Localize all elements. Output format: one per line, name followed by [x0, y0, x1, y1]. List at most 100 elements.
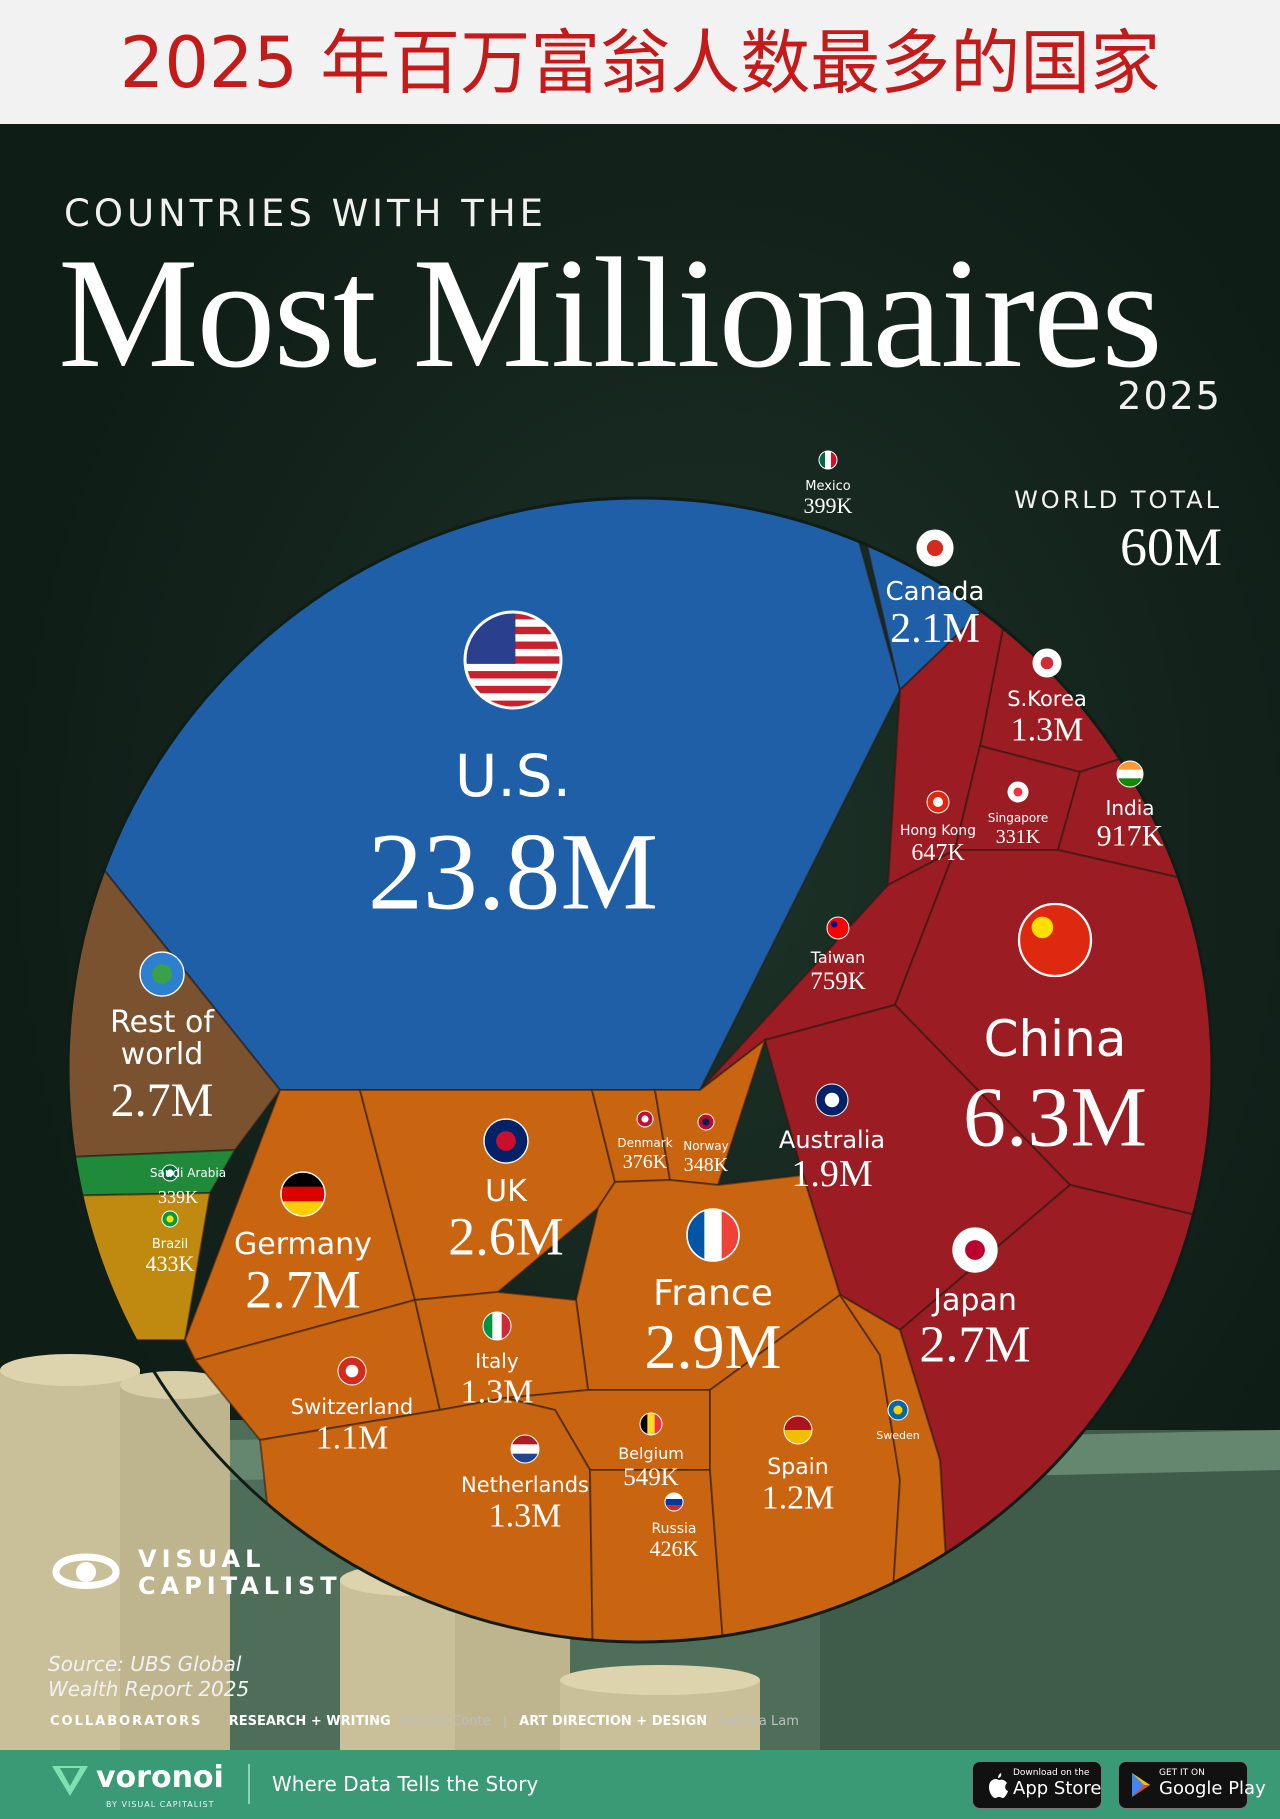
label-netherlands: Netherlands — [461, 1473, 589, 1497]
label-s-korea: S.Korea — [1007, 687, 1087, 711]
cell-norway — [653, 1037, 767, 1187]
label-belgium: Belgium — [618, 1444, 684, 1463]
brazil-flag-icon — [161, 1210, 179, 1228]
label-france: France — [653, 1273, 773, 1314]
banner: 2025 年百万富翁人数最多的国家 — [0, 0, 1280, 124]
cell-sweden — [839, 1294, 962, 1642]
label-hong-kong: Hong Kong — [900, 823, 976, 839]
value-belgium: 549K — [623, 1464, 679, 1491]
spain-flag-icon — [783, 1415, 813, 1445]
label-canada: Canada — [886, 577, 985, 607]
value-saudi-arabia: 339K — [158, 1187, 198, 1207]
value-australia: 1.9M — [791, 1153, 872, 1195]
label-denmark: Denmark — [617, 1136, 672, 1150]
value-uk: 2.6M — [448, 1206, 564, 1266]
google-play-label: Google Play — [1159, 1778, 1266, 1799]
japan-flag-icon — [952, 1227, 998, 1273]
value-denmark: 376K — [623, 1151, 668, 1173]
china-flag-icon — [1017, 902, 1093, 978]
value-russia: 426K — [650, 1536, 699, 1561]
label-china: China — [984, 1010, 1127, 1068]
footer-divider — [248, 1764, 250, 1804]
value-u-s: 23.8M — [368, 811, 658, 933]
india-flag-icon — [1116, 760, 1144, 788]
value-spain: 1.2M — [762, 1479, 835, 1516]
value-india: 917K — [1097, 820, 1164, 853]
value-germany: 2.7M — [245, 1259, 361, 1319]
voronoi-subtitle: BY VISUAL CAPITALIST — [106, 1800, 215, 1809]
value-netherlands: 1.3M — [489, 1497, 562, 1534]
label-sweden: Sweden — [876, 1429, 919, 1442]
canada-flag-icon — [916, 529, 954, 567]
belgium-flag-icon — [639, 1412, 663, 1436]
year-label: 2025 — [1117, 374, 1222, 418]
label-taiwan: Taiwan — [810, 948, 865, 967]
label-uk: UK — [485, 1174, 528, 1209]
app-store-caption: Download on the — [1013, 1768, 1090, 1778]
label-australia: Australia — [779, 1126, 885, 1154]
infographic: COUNTRIES WITH THE Most Millionaires 202… — [0, 124, 1280, 1750]
australia-flag-icon — [815, 1083, 849, 1117]
cell-russia — [588, 1469, 737, 1642]
singapore-flag-icon — [1007, 781, 1029, 803]
credit-separator: | — [502, 1714, 508, 1729]
footer-tagline: Where Data Tells the Story — [272, 1772, 539, 1796]
france-flag-icon — [686, 1208, 740, 1262]
label-rest-of-world-line2: world — [121, 1037, 204, 1072]
switzerland-flag-icon — [337, 1356, 367, 1386]
value-japan: 2.7M — [919, 1316, 1030, 1373]
research-name: Niccolo Conte — [400, 1714, 491, 1729]
label-italy: Italy — [475, 1349, 519, 1373]
google-play-caption: GET IT ON — [1159, 1768, 1205, 1778]
label-japan: Japan — [931, 1283, 1017, 1318]
value-mexico: 399K — [804, 493, 853, 518]
label-norway: Norway — [683, 1139, 729, 1153]
uk-flag-icon — [483, 1118, 529, 1164]
value-hong-kong: 647K — [911, 840, 965, 866]
source-note: Source: UBS Global Wealth Report 2025 — [48, 1652, 250, 1701]
visual-capitalist-mark-icon — [52, 1553, 120, 1589]
google-play-button[interactable]: GET IT ON Google Play — [1118, 1761, 1266, 1809]
voronoi-logo-icon — [52, 1766, 88, 1796]
us-flag-icon — [463, 610, 563, 710]
footer: voronoi BY VISUAL CAPITALIST Where Data … — [0, 1750, 1280, 1819]
world-total-value: 60M — [1119, 517, 1222, 577]
app-store-label: App Store — [1013, 1778, 1102, 1799]
cell-netherlands — [258, 1396, 597, 1642]
research-label: RESEARCH + WRITING — [228, 1714, 391, 1729]
value-china: 6.3M — [963, 1069, 1147, 1165]
value-switzerland: 1.1M — [316, 1419, 389, 1456]
google-play-icon — [1132, 1773, 1150, 1797]
russia-flag-icon — [664, 1492, 684, 1512]
denmark-flag-icon — [636, 1110, 654, 1128]
label-india: India — [1105, 796, 1154, 820]
collaborators: COLLABORATORS RESEARCH + WRITING Niccolo… — [50, 1714, 799, 1729]
mexico-flag-icon — [818, 450, 838, 470]
apple-icon — [989, 1773, 1008, 1798]
south-korea-flag-icon — [1032, 648, 1062, 678]
voronoi-wordmark[interactable]: voronoi — [96, 1760, 224, 1795]
headline: Most Millionaires — [58, 226, 1163, 401]
italy-flag-icon — [482, 1311, 512, 1341]
kicker: COUNTRIES WITH THE — [64, 192, 548, 235]
value-brazil: 433K — [146, 1251, 195, 1276]
design-label: ART DIRECTION + DESIGN — [519, 1714, 708, 1729]
netherlands-flag-icon — [510, 1434, 540, 1464]
label-mexico: Mexico — [805, 479, 850, 494]
banner-title: 2025 年百万富翁人数最多的国家 — [119, 22, 1161, 104]
saudi-arabia-flag-icon — [161, 1164, 179, 1182]
sweden-flag-icon — [887, 1399, 909, 1421]
value-france: 2.9M — [645, 1311, 782, 1382]
label-u-s: U.S. — [455, 742, 571, 810]
value-canada: 2.1M — [890, 606, 980, 652]
taiwan-flag-icon — [826, 916, 850, 940]
value-norway: 348K — [684, 1154, 729, 1176]
label-singapore: Singapore — [988, 811, 1049, 825]
norway-flag-icon — [697, 1113, 715, 1131]
label-brazil: Brazil — [152, 1237, 188, 1252]
design-name: Sabrina Lam — [717, 1714, 799, 1729]
value-rest-of-world: 2.7M — [111, 1074, 214, 1127]
globe-icon — [139, 951, 185, 997]
app-store-button[interactable]: Download on the App Store — [972, 1761, 1102, 1809]
label-saudi-arabia: Saudi Arabia — [150, 1166, 226, 1180]
